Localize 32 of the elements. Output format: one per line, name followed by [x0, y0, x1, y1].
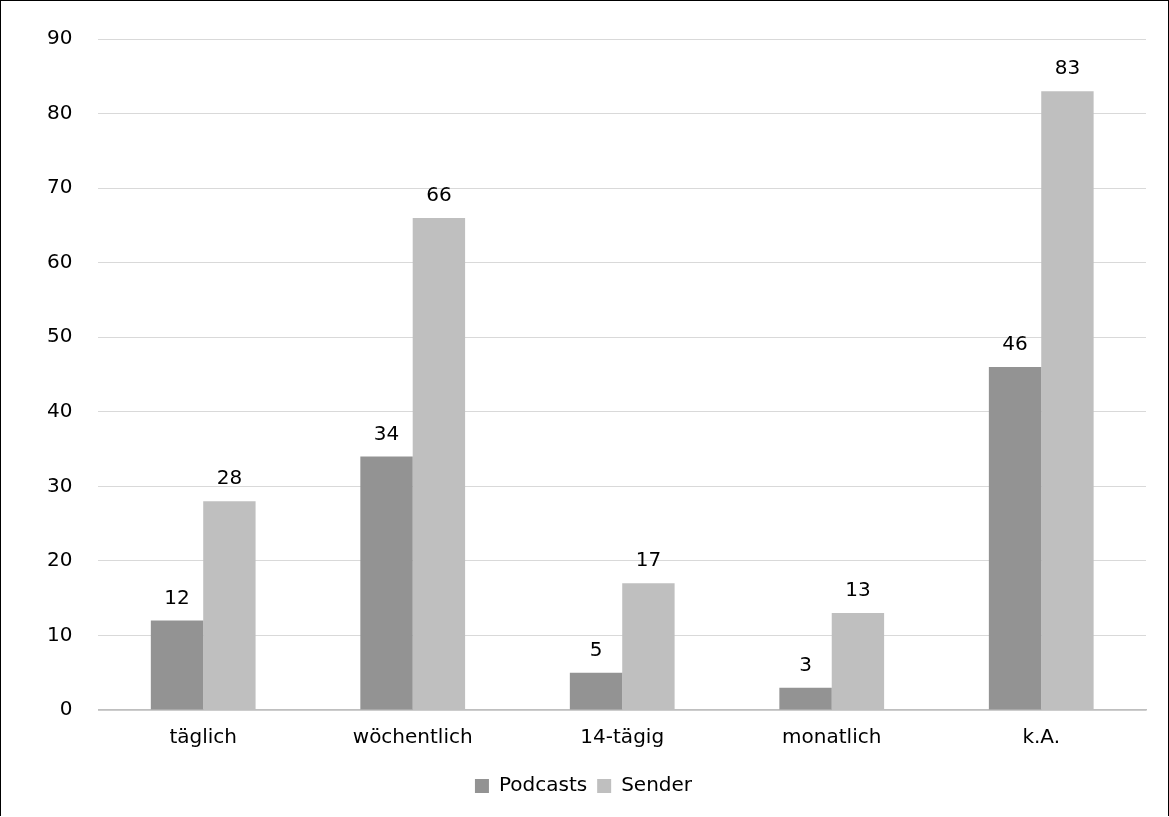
- data-label: 13: [845, 577, 871, 602]
- x-tick-label: wöchentlich: [352, 724, 473, 749]
- data-label: 28: [216, 465, 243, 490]
- x-tick-label: monatlich: [782, 724, 882, 749]
- bar: [360, 456, 413, 710]
- data-label: 17: [635, 547, 662, 572]
- y-tick-label: 40: [47, 397, 73, 422]
- data-label: 12: [164, 584, 190, 609]
- x-tick-label: k.A.: [1022, 724, 1061, 749]
- y-tick-label: 60: [47, 248, 73, 273]
- data-label: 34: [373, 420, 400, 445]
- bar: [988, 367, 1042, 710]
- y-tick-label: 90: [47, 25, 73, 50]
- data-label: 83: [1054, 55, 1081, 80]
- legend-label: Podcasts: [498, 772, 588, 797]
- bar: [150, 620, 204, 710]
- y-tick-label: 0: [59, 696, 73, 721]
- data-label: 66: [426, 182, 452, 207]
- data-label: 3: [799, 651, 812, 676]
- data-label: 5: [589, 636, 603, 661]
- y-tick-label: 20: [47, 547, 73, 572]
- y-tick-label: 70: [47, 174, 73, 199]
- data-label: 46: [1002, 331, 1028, 356]
- legend-label: Sender: [621, 772, 693, 797]
- bar: [569, 672, 623, 710]
- y-tick-label: 10: [47, 621, 73, 646]
- y-tick-label: 80: [47, 99, 73, 124]
- x-tick-label: täglich: [169, 724, 237, 749]
- x-tick-label: 14-tägig: [580, 724, 665, 749]
- y-tick-label: 30: [47, 472, 73, 497]
- bar: [779, 687, 832, 710]
- y-tick-label: 50: [47, 323, 73, 348]
